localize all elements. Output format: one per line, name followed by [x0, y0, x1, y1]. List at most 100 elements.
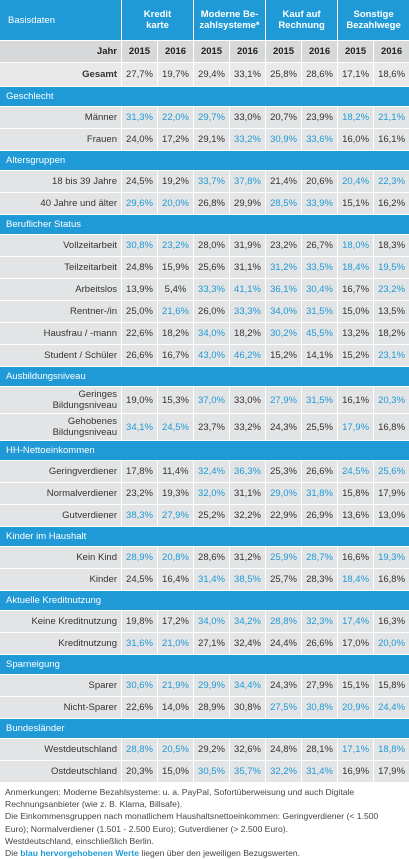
value-cell: 25,6%: [193, 257, 230, 279]
value-cell: 31,2%: [229, 547, 266, 569]
value-cell: 22,0%: [157, 107, 194, 129]
row-label: Keine Kreditnutzung: [0, 611, 121, 633]
value-cell: 20,0%: [157, 193, 194, 215]
value-cell: 26,0%: [193, 301, 230, 323]
section-title: Bundesländer: [0, 719, 409, 739]
value-cell: 22,3%: [373, 171, 409, 193]
section-header: Altersgruppen: [0, 151, 409, 171]
year-cell: 2015: [265, 41, 302, 63]
value-cell: 16,8%: [373, 414, 409, 441]
value-cell: 24,5%: [157, 414, 194, 441]
row-label: 40 Jahre und älter: [0, 193, 121, 215]
value-cell: 33,6%: [301, 129, 338, 151]
value-cell: 29,0%: [265, 483, 302, 505]
value-cell: 34,4%: [229, 675, 266, 697]
value-cell: 20,6%: [301, 171, 338, 193]
section-header: Aktuelle Kreditnutzung: [0, 591, 409, 611]
value-cell: 32,2%: [265, 761, 302, 783]
value-cell: 17,1%: [337, 739, 374, 761]
value-cell: 24,8%: [121, 257, 157, 279]
year-cell: 2015: [193, 41, 230, 63]
value-cell: 18,4%: [337, 569, 374, 591]
data-table: Basisdaten Kredit karte Moderne Be-zahlsy…: [0, 0, 409, 783]
value-cell: 20,0%: [373, 633, 409, 655]
value-cell: 17,9%: [337, 414, 374, 441]
value-cell: 28,1%: [301, 739, 338, 761]
value-cell: 28,7%: [301, 547, 338, 569]
value-cell: 21,4%: [265, 171, 302, 193]
value-cell: 36,1%: [265, 279, 302, 301]
value-cell: 28,9%: [193, 697, 230, 719]
total-cell: 29,4%: [193, 63, 230, 87]
value-cell: 33,5%: [301, 257, 338, 279]
value-cell: 33,9%: [301, 193, 338, 215]
table-row: Frauen 24,0% 17,2% 29,1% 33,2% 30,9% 33,6% 16,0…: [0, 129, 409, 151]
value-cell: 20,9%: [337, 697, 374, 719]
value-cell: 33,3%: [193, 279, 230, 301]
value-cell: 30,8%: [121, 235, 157, 257]
value-cell: 16,9%: [337, 761, 374, 783]
value-cell: 23,2%: [121, 483, 157, 505]
value-cell: 13,0%: [373, 505, 409, 527]
value-cell: 33,7%: [193, 171, 230, 193]
value-cell: 19,3%: [157, 483, 194, 505]
section-title: HH-Nettoeinkommen: [0, 441, 409, 461]
total-cell: 19,7%: [157, 63, 194, 87]
table-row: 40 Jahre und älter 29,6% 20,0% 26,8% 29,9% 28…: [0, 193, 409, 215]
group-header-invoice: Kauf auf Rechnung: [265, 0, 338, 41]
value-cell: 31,1%: [229, 257, 266, 279]
value-cell: 23,2%: [373, 279, 409, 301]
value-cell: 28,6%: [193, 547, 230, 569]
value-cell: 27,9%: [265, 387, 302, 414]
value-cell: 18,8%: [373, 739, 409, 761]
value-cell: 13,2%: [337, 323, 374, 345]
year-cell: 2016: [301, 41, 338, 63]
value-cell: 31,4%: [193, 569, 230, 591]
value-cell: 18,4%: [337, 257, 374, 279]
value-cell: 29,7%: [193, 107, 230, 129]
year-row: Jahr 2015 2016 2015 2016 2015 2016 2015 …: [0, 41, 409, 63]
value-cell: 14,1%: [301, 345, 338, 367]
value-cell: 16,3%: [373, 611, 409, 633]
table-row: Gutverdiener 38,3% 27,9% 25,2% 32,2% 22,9% 26,…: [0, 505, 409, 527]
value-cell: 20,7%: [265, 107, 302, 129]
value-cell: 22,6%: [121, 697, 157, 719]
value-cell: 15,2%: [265, 345, 302, 367]
value-cell: 21,1%: [373, 107, 409, 129]
table-row: Kinder 24,5% 16,4% 31,4% 38,5% 25,7% 28,3% 18,4…: [0, 569, 409, 591]
value-cell: 33,0%: [229, 107, 266, 129]
value-cell: 22,6%: [121, 323, 157, 345]
section-title: Sparneigung: [0, 655, 409, 675]
section-header: Beruflicher Status: [0, 215, 409, 235]
value-cell: 25,2%: [193, 505, 230, 527]
table-row: Kein Kind 28,9% 20,8% 28,6% 31,2% 25,9% 28,7% 1…: [0, 547, 409, 569]
value-cell: 29,1%: [193, 129, 230, 151]
value-cell: 25,9%: [265, 547, 302, 569]
value-cell: 15,9%: [157, 257, 194, 279]
value-cell: 31,8%: [301, 483, 338, 505]
value-cell: 30,8%: [229, 697, 266, 719]
row-label: Normalverdiener: [0, 483, 121, 505]
note-payment-systems: Anmerkungen: Moderne Bezahlsysteme: u. a…: [5, 787, 355, 810]
value-cell: 23,1%: [373, 345, 409, 367]
value-cell: 22,9%: [265, 505, 302, 527]
total-cell: 28,6%: [301, 63, 338, 87]
value-cell: 26,6%: [301, 633, 338, 655]
value-cell: 32,3%: [301, 611, 338, 633]
value-cell: 28,8%: [265, 611, 302, 633]
value-cell: 23,9%: [301, 107, 338, 129]
table-row: Keine Kreditnutzung 19,8% 17,2% 34,0% 34,2% 2…: [0, 611, 409, 633]
value-cell: 27,9%: [157, 505, 194, 527]
value-cell: 11,4%: [157, 461, 194, 483]
value-cell: 31,4%: [301, 761, 338, 783]
value-cell: 16,8%: [373, 569, 409, 591]
table-row: Student / Schüler 26,6% 16,7% 43,0% 46,2% 15,…: [0, 345, 409, 367]
value-cell: 16,2%: [373, 193, 409, 215]
value-cell: 15,8%: [373, 675, 409, 697]
value-cell: 16,7%: [337, 279, 374, 301]
year-label: Jahr: [0, 41, 121, 63]
value-cell: 32,0%: [193, 483, 230, 505]
value-cell: 30,4%: [301, 279, 338, 301]
value-cell: 26,6%: [301, 461, 338, 483]
value-cell: 28,0%: [193, 235, 230, 257]
